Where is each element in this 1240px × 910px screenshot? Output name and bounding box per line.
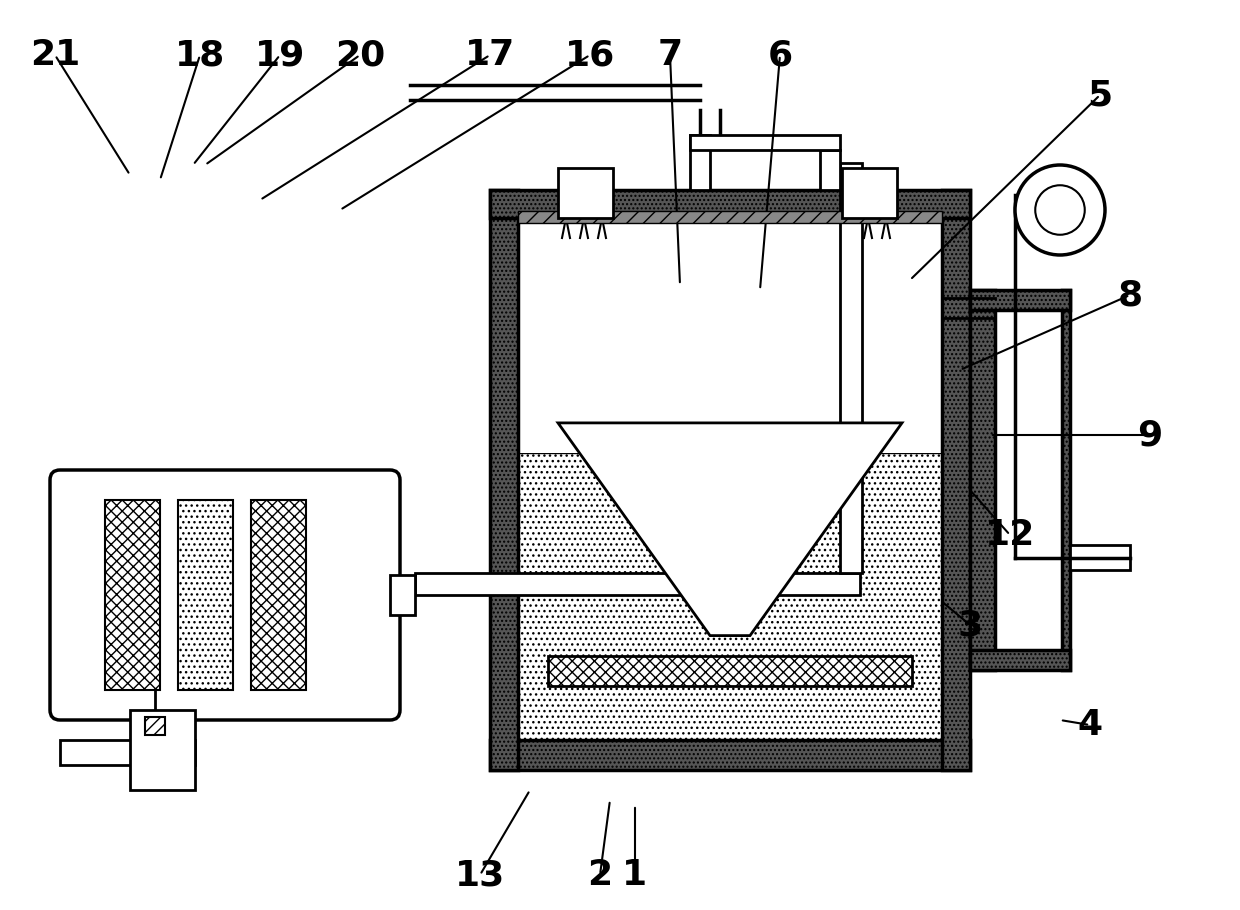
Bar	[130, 710, 195, 790]
Text: 5: 5	[1087, 78, 1112, 112]
Circle shape	[1016, 165, 1105, 255]
FancyBboxPatch shape	[50, 470, 401, 720]
Bar	[842, 168, 897, 218]
Bar	[548, 655, 911, 685]
Bar	[1061, 290, 1070, 670]
Text: 7: 7	[657, 38, 682, 72]
Text: 8: 8	[1117, 278, 1142, 312]
Bar	[689, 135, 711, 190]
Bar	[145, 717, 165, 735]
Text: 20: 20	[335, 38, 386, 72]
Text: 4: 4	[1078, 708, 1102, 742]
Text: 21: 21	[30, 38, 81, 72]
Bar	[250, 500, 306, 690]
Bar	[970, 650, 1070, 670]
Bar	[415, 573, 861, 595]
Bar	[518, 453, 942, 740]
Text: 18: 18	[175, 38, 226, 72]
Bar	[820, 150, 839, 190]
Bar	[60, 740, 195, 765]
Bar	[391, 575, 415, 615]
Text: 17: 17	[465, 38, 515, 72]
Bar	[490, 190, 518, 770]
Text: 6: 6	[768, 38, 792, 72]
Bar	[970, 290, 994, 670]
Polygon shape	[558, 423, 901, 635]
Text: 16: 16	[565, 38, 615, 72]
Bar	[839, 163, 862, 573]
Text: 3: 3	[957, 608, 982, 642]
Bar	[994, 310, 1061, 650]
Bar	[518, 211, 942, 223]
Text: 9: 9	[1137, 418, 1163, 452]
Text: 1: 1	[622, 858, 647, 892]
Bar	[490, 190, 970, 218]
Bar	[942, 190, 970, 770]
Text: 19: 19	[254, 38, 305, 72]
Bar	[490, 740, 970, 770]
Bar	[970, 290, 1070, 310]
Bar	[1016, 195, 1060, 225]
Circle shape	[1035, 186, 1085, 235]
Bar	[558, 168, 613, 218]
Bar	[518, 218, 942, 453]
Bar	[1070, 545, 1130, 570]
Text: 12: 12	[985, 518, 1035, 552]
Bar	[105, 500, 160, 690]
Text: 13: 13	[455, 858, 505, 892]
Bar	[179, 500, 233, 690]
Bar	[689, 135, 839, 150]
Text: 2: 2	[588, 858, 613, 892]
